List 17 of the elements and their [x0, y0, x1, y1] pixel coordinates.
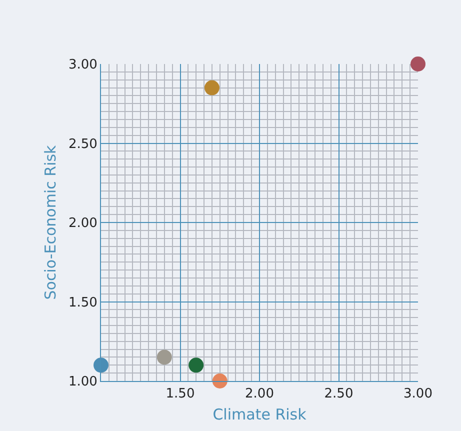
point: [94, 358, 108, 373]
x-tick-label: 2.00: [245, 386, 274, 402]
x-tick-label: 1.50: [166, 386, 195, 402]
point: [188, 358, 204, 373]
y-axis-title: Socio-Economic Risk: [42, 144, 60, 300]
y-tick-label: 2.50: [68, 136, 98, 152]
x-axis-title: Climate Risk: [212, 406, 307, 424]
point: [204, 80, 220, 96]
x-tick-label: 2.50: [324, 386, 354, 402]
x-tick-label: 3.00: [404, 386, 432, 402]
y-tick-label: 2.00: [68, 216, 98, 232]
point: [156, 350, 172, 365]
y-tick-label: 3.00: [68, 58, 98, 73]
point: [212, 374, 228, 388]
y-tick-label: 1.50: [68, 295, 98, 310]
y-tick-label: 1.00: [68, 374, 98, 390]
point: [410, 56, 426, 72]
